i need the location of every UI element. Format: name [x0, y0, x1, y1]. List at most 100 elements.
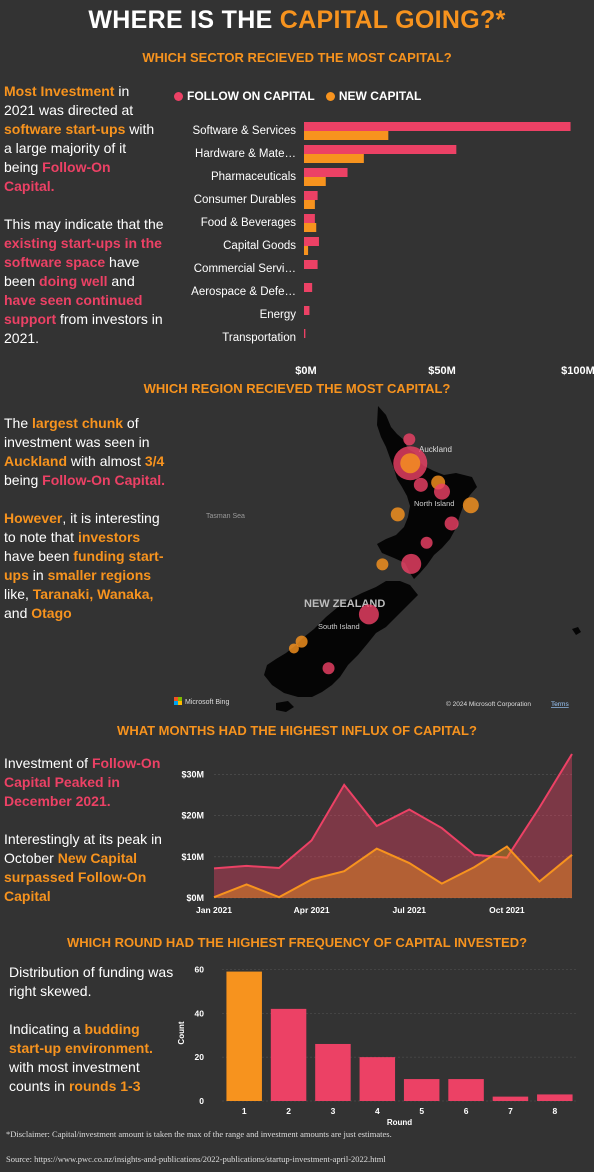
legend-dot-icon [174, 92, 183, 102]
round-x-tick: 6 [464, 1106, 469, 1116]
sector-legend: FOLLOW ON CAPITAL NEW CAPITAL [174, 89, 421, 103]
map-bubble [403, 433, 416, 446]
source-text: Source: https://www.pwc.co.nz/insights-a… [6, 1154, 386, 1164]
sector-category-label: Aerospace & Defe… [191, 286, 296, 298]
section-title-region: WHICH REGION RECIEVED THE MOST CAPITAL? [143, 381, 451, 396]
line-new [213, 845, 573, 899]
chatham-islands-shape [572, 627, 581, 635]
sector-text-p1: Most Investment in 2021 was directed at … [4, 83, 155, 194]
map-bubble [462, 497, 479, 514]
bar-follow-on [304, 260, 318, 269]
bar-new [304, 154, 364, 163]
bar-new [304, 200, 315, 209]
map-label-north-island: North Island [414, 499, 454, 508]
nz-map[interactable]: Tasman Sea North Island South Island NEW… [172, 403, 588, 713]
bing-logo-icon-part [178, 697, 182, 701]
map-bubble [376, 558, 389, 571]
map-label-south-island: South Island [318, 622, 360, 631]
round-text: Distribution of funding was right skewed… [9, 963, 174, 1096]
bing-label: Microsoft Bing [185, 699, 229, 706]
legend-follow-on: FOLLOW ON CAPITAL [174, 89, 315, 103]
round-y-tick: 60 [195, 964, 205, 974]
bar-follow-on [304, 283, 313, 292]
south-island-shape [264, 581, 418, 697]
north-island-shape [377, 406, 477, 579]
section-title-round: WHICH ROUND HAD THE HIGHEST FREQUENCY OF… [66, 935, 528, 950]
bar-follow-on [304, 329, 306, 338]
stewart-island-shape [276, 701, 294, 712]
legend-new: NEW CAPITAL [325, 89, 421, 103]
sector-category-label: Commercial Servi… [193, 263, 296, 275]
round-bar [226, 971, 262, 1101]
round-x-tick: 5 [419, 1106, 424, 1116]
region-text-p1: The largest chunk of investment was seen… [4, 415, 166, 488]
round-x-tick: 7 [508, 1106, 513, 1116]
bar-new [304, 177, 326, 186]
bar-follow-on [304, 306, 310, 315]
page-title: WHERE IS THE CAPITAL GOING?* [88, 6, 506, 34]
bar-follow-on [304, 191, 318, 200]
map-bubble [358, 604, 379, 625]
map-bubble [401, 553, 422, 574]
map-bubble [413, 477, 428, 492]
round-bar [315, 1043, 351, 1101]
months-y-tick: $30M [181, 770, 204, 780]
round-bar [270, 1008, 307, 1101]
section-title-sector: WHICH SECTOR RECIEVED THE MOST CAPITAL? [142, 50, 452, 65]
round-x-tick: 8 [552, 1106, 557, 1116]
line-follow-on [213, 753, 573, 870]
region-text: The largest chunk of investment was seen… [4, 414, 172, 623]
sector-category-label: Capital Goods [223, 240, 296, 252]
sector-bar-chart [304, 122, 571, 338]
bar-follow-on [304, 168, 348, 177]
bing-logo-icon-part [178, 701, 182, 705]
sector-category-label: Software & Services [192, 125, 296, 137]
bar-new [304, 246, 309, 255]
bing-logo-icon-part [174, 701, 178, 705]
round-text-p2: Indicating a budding start-up environmen… [9, 1021, 153, 1094]
round-bar [403, 1079, 440, 1101]
sector-category-label: Transportation [222, 332, 296, 344]
months-x-tick: Apr 2021 [294, 905, 330, 915]
map-copyright: © 2024 Microsoft Corporation [446, 700, 531, 708]
sector-category-label: Pharmaceuticals [210, 171, 296, 183]
round-bar-chart: 0 20 40 60 1 2 3 4 5 6 7 8 Round Count [177, 964, 577, 1127]
round-y-tick: 40 [195, 1008, 205, 1018]
map-label-sea: Tasman Sea [206, 513, 245, 520]
map-bubble [434, 483, 450, 500]
round-x-tick: 1 [242, 1106, 247, 1116]
round-text-p1: Distribution of funding was right skewed… [9, 964, 174, 999]
round-x-tick: 2 [286, 1106, 291, 1116]
round-y-tick: 20 [195, 1052, 205, 1062]
sector-text: Most Investment in 2021 was directed at … [4, 82, 164, 348]
months-x-tick: Jan 2021 [196, 905, 232, 915]
map-bubble [420, 536, 433, 549]
map-terms-link[interactable]: Terms [551, 701, 569, 708]
region-text-p2: However, it is interesting to note that … [4, 510, 164, 621]
bar-new [304, 131, 389, 140]
bar-follow-on [304, 145, 457, 154]
sector-category-label: Food & Beverages [200, 217, 296, 229]
section-title-months: WHAT MONTHS HAD THE HIGHEST INFLUX OF CA… [117, 723, 477, 738]
months-x-tick: Jul 2021 [392, 905, 426, 915]
sector-category-label: Energy [259, 309, 296, 321]
bar-follow-on [304, 214, 315, 223]
sector-x-tick: $50M [428, 365, 456, 377]
months-text: Investment of Follow-On Capital Peaked i… [4, 754, 174, 906]
map-label-auckland: Auckland [419, 445, 452, 454]
sector-x-tick: $0M [295, 365, 317, 377]
map-bubble [390, 507, 405, 522]
bing-logo-icon [174, 697, 178, 701]
round-x-label: Round [387, 1118, 412, 1127]
round-y-label: Count [177, 1021, 186, 1044]
round-x-tick: 4 [375, 1106, 380, 1116]
map-bubble [295, 635, 308, 648]
map-bubble [322, 662, 335, 675]
round-bar [448, 1079, 484, 1101]
months-text-p2: Interestingly at its peak in October New… [4, 831, 162, 904]
round-x-tick: 3 [331, 1106, 336, 1116]
months-y-tick: $10M [181, 852, 204, 862]
bar-new [304, 223, 317, 232]
months-y-tick: $20M [181, 811, 204, 821]
area-new [214, 846, 572, 898]
